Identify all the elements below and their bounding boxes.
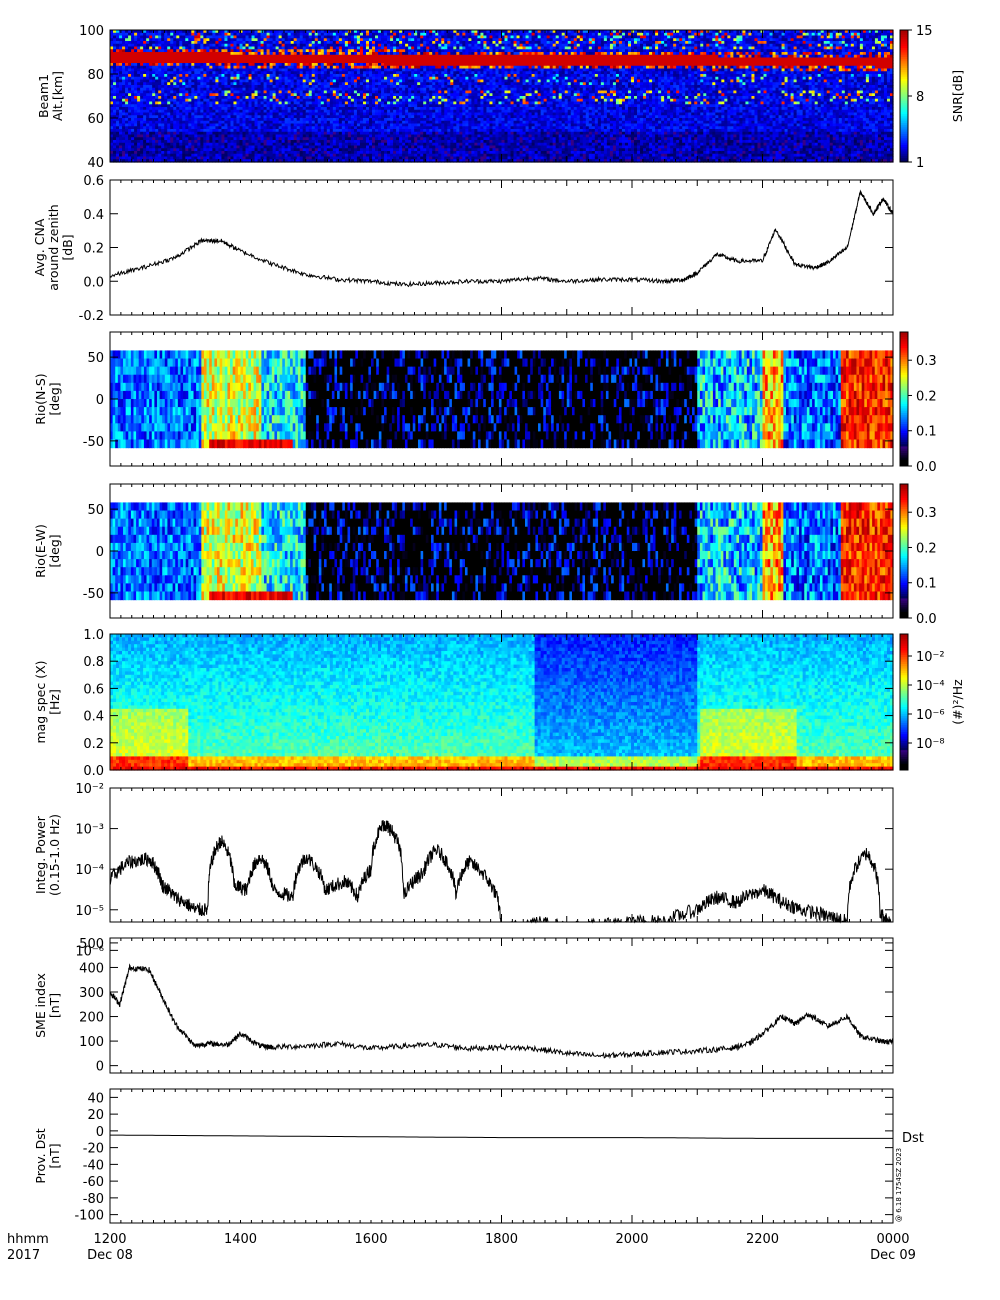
panel-beam1: 100806040Beam1 Alt.[km]1581SNR[dB]	[36, 24, 965, 171]
